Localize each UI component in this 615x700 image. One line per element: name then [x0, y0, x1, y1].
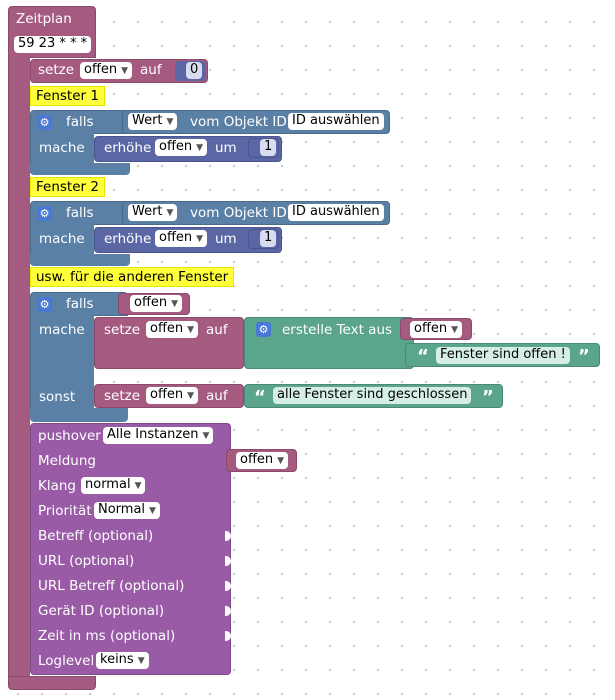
else-label: sonst	[39, 389, 76, 405]
set-label: setze	[38, 62, 75, 78]
quote-open-icon: “	[417, 346, 429, 367]
do-label: mache	[39, 322, 85, 338]
text-literal-input[interactable]: Fenster sind offen !	[436, 347, 570, 364]
create-text-label: erstelle Text aus	[282, 322, 393, 338]
triangle-down-icon: ▼	[149, 506, 156, 516]
gear-icon[interactable]: ⚙	[37, 115, 52, 130]
url-input-socket[interactable]	[225, 556, 231, 566]
quote-open-icon: “	[254, 387, 266, 408]
by-label: um	[215, 231, 237, 247]
triangle-down-icon: ▼	[202, 431, 210, 441]
comment-other-windows[interactable]: usw. für die anderen Fenster	[30, 267, 235, 287]
time-input-label: Zeit in ms (optional)	[38, 628, 176, 644]
time-input-socket[interactable]	[225, 631, 231, 641]
gear-icon[interactable]: ⚙	[256, 322, 271, 337]
subject-input-socket[interactable]	[225, 531, 231, 541]
number-input[interactable]: 1	[260, 230, 277, 247]
schedule-footer	[8, 676, 96, 690]
gear-icon[interactable]: ⚙	[37, 297, 52, 312]
do-label: mache	[39, 231, 85, 247]
comment-window-2[interactable]: Fenster 2	[30, 177, 105, 197]
triangle-down-icon: ▼	[277, 456, 285, 466]
to-label: auf	[206, 322, 228, 338]
by-label: um	[215, 140, 237, 156]
instance-dropdown[interactable]: Alle Instanzen ▼	[103, 427, 214, 444]
triangle-down-icon: ▼	[171, 299, 179, 309]
variable-dropdown[interactable]: offen ▼	[155, 230, 208, 247]
object-id-picker[interactable]: ID auswählen	[288, 204, 384, 221]
if-block-1-footer	[30, 163, 130, 175]
loglevel-dropdown[interactable]: keins ▼	[96, 652, 149, 669]
number-input[interactable]: 1	[260, 139, 277, 156]
if-label: falls	[66, 114, 94, 130]
triangle-down-icon: ▼	[196, 143, 204, 153]
device-input-label: Gerät ID (optional)	[38, 603, 165, 619]
object-id-picker[interactable]: ID auswählen	[288, 113, 384, 130]
priority-label: Priorität	[38, 503, 92, 519]
schedule-title: Zeitplan	[16, 11, 72, 27]
triangle-down-icon: ▼	[187, 325, 195, 335]
object-label: vom Objekt ID	[190, 205, 287, 221]
variable-dropdown[interactable]: offen ▼	[146, 321, 199, 338]
variable-dropdown[interactable]: offen ▼	[80, 62, 133, 79]
device-input-socket[interactable]	[225, 606, 231, 616]
text-literal-input[interactable]: alle Fenster sind geschlossen	[273, 387, 472, 404]
if-else-spine	[30, 315, 94, 415]
to-label: auf	[206, 388, 228, 404]
if-block-2-footer	[30, 254, 130, 266]
value-dropdown[interactable]: Wert ▼	[128, 204, 178, 221]
create-text-block[interactable]	[244, 317, 414, 369]
quote-close-icon: ”	[482, 387, 494, 408]
object-label: vom Objekt ID	[190, 114, 287, 130]
sound-dropdown[interactable]: normal ▼	[81, 477, 146, 494]
set-label: setze	[104, 388, 141, 404]
loglevel-label: Loglevel	[38, 653, 95, 669]
subject-input-label: Betreff (optional)	[38, 528, 154, 544]
url-subject-input-label: URL Betreff (optional)	[38, 578, 185, 594]
triangle-down-icon: ▼	[137, 656, 145, 666]
cron-input[interactable]: 59 23 * * *	[14, 36, 92, 53]
triangle-down-icon: ▼	[134, 481, 142, 491]
priority-dropdown[interactable]: Normal ▼	[94, 502, 160, 519]
if-label: falls	[66, 296, 94, 312]
schedule-spine	[8, 56, 30, 682]
triangle-down-icon: ▼	[166, 117, 174, 127]
triangle-down-icon: ▼	[451, 325, 459, 335]
url-input-label: URL (optional)	[38, 553, 135, 569]
triangle-down-icon: ▼	[187, 391, 195, 401]
variable-dropdown[interactable]: offen ▼	[410, 321, 463, 338]
message-label: Meldung	[38, 453, 96, 469]
if-else-footer	[30, 408, 128, 422]
sound-label: Klang	[38, 478, 77, 494]
quote-close-icon: ”	[578, 346, 590, 367]
variable-dropdown[interactable]: offen ▼	[130, 295, 183, 312]
pushover-block[interactable]	[30, 423, 231, 675]
variable-dropdown[interactable]: offen ▼	[146, 387, 199, 404]
increment-label: erhöhe	[104, 231, 152, 247]
to-label: auf	[140, 62, 162, 78]
url-subject-input-socket[interactable]	[225, 581, 231, 591]
increment-label: erhöhe	[104, 140, 152, 156]
set-label: setze	[104, 322, 141, 338]
triangle-down-icon: ▼	[196, 234, 204, 244]
do-label: mache	[39, 140, 85, 156]
number-input[interactable]: 0	[186, 62, 203, 79]
comment-window-1[interactable]: Fenster 1	[30, 86, 105, 106]
variable-dropdown[interactable]: offen ▼	[236, 452, 289, 469]
gear-icon[interactable]: ⚙	[37, 206, 52, 221]
variable-dropdown[interactable]: offen ▼	[155, 139, 208, 156]
triangle-down-icon: ▼	[121, 66, 129, 76]
if-label: falls	[66, 205, 94, 221]
pushover-label: pushover	[38, 428, 101, 444]
value-dropdown[interactable]: Wert ▼	[128, 113, 178, 130]
triangle-down-icon: ▼	[166, 208, 174, 218]
